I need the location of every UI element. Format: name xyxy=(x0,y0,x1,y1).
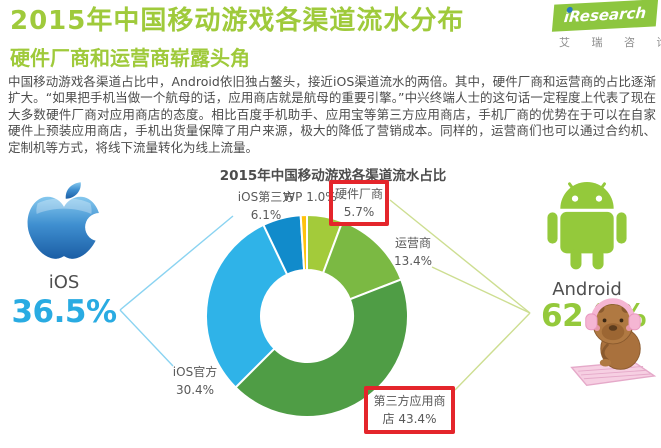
donut-slice-2 xyxy=(234,278,409,418)
android-logo-icon xyxy=(547,182,627,270)
leader-lines xyxy=(119,199,531,391)
ios-share-value: 36.5% xyxy=(11,294,117,330)
label-ios-official: iOS官方 30.4% xyxy=(172,365,218,397)
donut-slice-5 xyxy=(299,214,308,272)
leader-line-android-hardware xyxy=(389,199,531,314)
leader-line-android-thirdparty xyxy=(454,312,531,391)
page-title: 2015年中国移动游戏各渠道流水分布 xyxy=(10,6,465,36)
apple-logo-icon xyxy=(27,182,108,259)
android-platform-name: Android xyxy=(552,279,622,300)
label-carrier-operator: 运营商 13.4% xyxy=(393,236,433,268)
leader-line-ios-upper xyxy=(119,215,234,311)
page-subtitle: 硬件厂商和运营商崭露头角 xyxy=(10,46,250,70)
ios-platform-name: iOS xyxy=(48,272,80,293)
label-wp: WP 1.0% xyxy=(283,190,337,204)
body-paragraph: 中国移动游戏各渠道占比中，Android依旧独占鳌头，接近iOS渠道流水的两倍。… xyxy=(8,74,656,155)
leader-line-android-operator xyxy=(431,266,531,314)
iresearch-logo: iResearch 艾 瑞 咨 询 xyxy=(551,0,661,50)
label-hardware-vendor-highlighted: 硬件厂商 5.7% xyxy=(329,180,389,226)
capybara-sticker-icon xyxy=(570,298,657,387)
leader-line-ios-lower xyxy=(119,309,174,367)
label-ios-third-party: iOS第三方 6.1% xyxy=(237,190,295,222)
logo-caption: 艾 瑞 咨 询 xyxy=(559,36,661,49)
label-third-party-store-highlighted: 第三方应用商 店 43.4% xyxy=(364,386,455,434)
donut-chart xyxy=(204,214,409,418)
chart-title: 2015年中国移动游戏各渠道流水占比 xyxy=(219,168,447,184)
donut-slice-3 xyxy=(204,223,289,389)
